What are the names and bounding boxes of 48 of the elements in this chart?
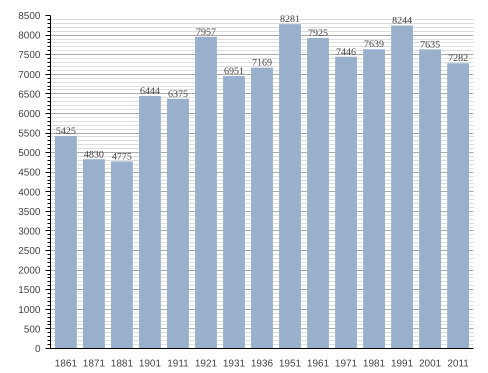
x-tick-label: 2011	[447, 358, 470, 370]
x-tick-label: 1981	[362, 358, 386, 370]
y-tick-label: 8000	[18, 30, 41, 42]
data-label: 8244	[392, 16, 412, 27]
x-tick-label: 1911	[167, 358, 190, 370]
data-label: 4775	[112, 151, 132, 162]
y-tick-label: 3500	[18, 206, 41, 218]
y-tick-label: 7000	[18, 70, 41, 81]
y-tick-label: 4000	[18, 187, 41, 198]
x-tick-label: 1931	[222, 358, 246, 370]
data-label: 6444	[140, 86, 160, 98]
data-label: 7925	[308, 28, 328, 40]
y-tick-label: 6000	[18, 108, 41, 120]
x-tick-label: 1901	[138, 358, 162, 370]
y-tick-label: 1500	[18, 285, 41, 296]
y-tick-label: 5000	[18, 148, 41, 160]
data-label: 7282	[448, 53, 468, 64]
x-tick-label: 1951	[278, 358, 302, 370]
x-tick-label: 1961	[306, 358, 330, 370]
x-tick-label: 2001	[418, 358, 442, 370]
x-tick-label: 1971	[334, 358, 358, 370]
data-label: 7446	[336, 46, 356, 58]
data-label: 6951	[224, 66, 244, 78]
y-tick-label: 0	[34, 344, 41, 355]
x-tick-label: 1881	[110, 358, 134, 370]
y-tick-label: 4500	[18, 168, 41, 179]
data-label: 5425	[56, 126, 76, 137]
data-label: 4830	[84, 149, 104, 160]
data-label: 7957	[196, 26, 216, 38]
data-label: 7635	[420, 39, 440, 50]
y-tick-label: 6500	[18, 89, 41, 100]
data-label: 7639	[364, 39, 384, 50]
data-label: 8281	[280, 14, 300, 26]
y-tick-label: 1000	[18, 304, 41, 316]
x-tick-label: 1921	[194, 358, 218, 370]
x-tick-label: 1991	[390, 358, 414, 370]
y-tick-label: 500	[24, 324, 41, 336]
y-tick-label: 2500	[18, 246, 41, 258]
y-tick-label: 8500	[18, 11, 41, 22]
y-tick-label: 7500	[18, 50, 41, 62]
x-tick-label: 1861	[54, 358, 78, 370]
y-tick-label: 2000	[18, 266, 41, 277]
y-tick-label: 5500	[18, 128, 41, 140]
x-tick-label: 1936	[250, 358, 274, 370]
data-label: 6375	[168, 88, 188, 100]
x-tick-label: 1871	[82, 358, 106, 370]
y-tick-label: 3000	[18, 226, 41, 238]
data-label: 7169	[252, 58, 272, 69]
